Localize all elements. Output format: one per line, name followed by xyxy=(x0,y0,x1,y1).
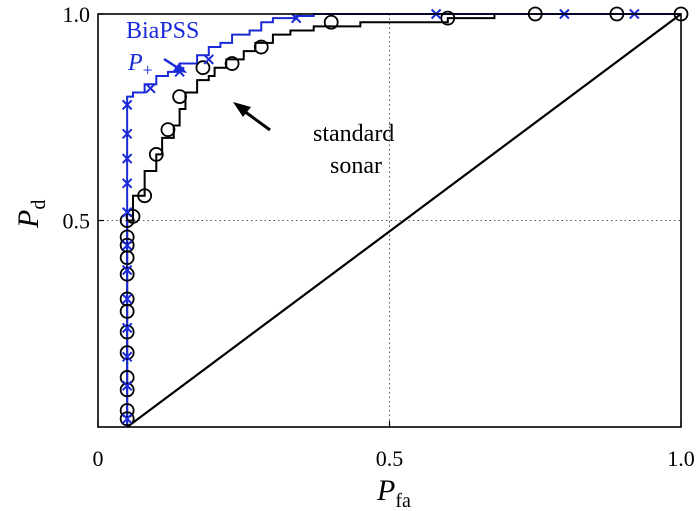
annotation-p-plus-main: P xyxy=(127,50,143,76)
marker-biapss-1 xyxy=(121,380,133,391)
x-tick-label-1: 0.5 xyxy=(376,446,404,471)
marker-biapss-5 xyxy=(121,264,133,276)
x-tick-label-2: 1.0 xyxy=(667,446,695,471)
marker-biapss-0 xyxy=(121,413,133,424)
marker-biapss-9 xyxy=(121,153,133,164)
marker-standard-sonar-16 xyxy=(160,122,176,138)
tick-layer: 0 0.5 1.0 0.5 1.0 xyxy=(63,2,695,471)
marker-biapss-10 xyxy=(121,128,133,139)
marker-standard-sonar-18 xyxy=(195,60,211,76)
series-layer xyxy=(126,13,682,428)
marker-standard-sonar-10 xyxy=(119,237,135,253)
grid-layer xyxy=(98,14,681,427)
y-tick-label-1: 1.0 xyxy=(63,2,91,27)
marker-biapss-14 xyxy=(203,54,214,65)
marker-standard-sonar-8 xyxy=(119,266,135,282)
marker-biapss-2 xyxy=(121,351,133,362)
marker-standard-sonar-19 xyxy=(224,56,240,71)
marker-standard-sonar-21 xyxy=(323,14,339,30)
y-axis-label-sub: d xyxy=(28,200,50,210)
annotation-biapss: BiaPSS xyxy=(126,18,199,44)
marker-standard-sonar-11 xyxy=(119,229,135,245)
x-axis-label-sub: fa xyxy=(395,490,411,511)
marker-biapss-11 xyxy=(121,99,133,111)
marker-biapss-6 xyxy=(121,240,133,251)
series-line-chance-diagonal xyxy=(126,13,682,428)
annotation-sonar: sonar xyxy=(330,153,382,179)
annotation-standard: standard xyxy=(313,121,394,147)
marker-standard-sonar-3 xyxy=(119,370,135,385)
annotation-p-plus-sub: + xyxy=(143,60,153,80)
annotation-standard-arrow xyxy=(233,102,271,132)
marker-standard-sonar-4 xyxy=(119,345,135,361)
series-line-biapss xyxy=(126,13,681,427)
marker-biapss-3 xyxy=(121,322,133,334)
marker-standard-sonar-14 xyxy=(137,188,153,204)
y-axis-label-main: P xyxy=(12,210,45,229)
marker-standard-sonar-5 xyxy=(119,324,135,340)
y-axis-label: Pd xyxy=(12,200,50,229)
x-axis-label: Pfa xyxy=(376,474,411,511)
marker-standard-sonar-7 xyxy=(119,291,135,307)
x-axis-label-main: P xyxy=(376,474,395,507)
marker-standard-sonar-1 xyxy=(119,403,135,418)
y-tick-label-0: 0.5 xyxy=(63,209,91,234)
annotation-p-plus: P+ xyxy=(127,50,153,80)
x-tick-label-0: 0 xyxy=(93,446,104,471)
marker-standard-sonar-20 xyxy=(253,39,269,55)
marker-standard-sonar-0 xyxy=(119,411,135,427)
marker-biapss-8 xyxy=(121,178,133,189)
marker-biapss-4 xyxy=(121,293,133,305)
marker-standard-sonar-15 xyxy=(148,147,164,162)
marker-layer xyxy=(119,6,689,427)
marker-standard-sonar-22 xyxy=(440,10,456,26)
marker-biapss-12 xyxy=(145,83,156,94)
marker-standard-sonar-13 xyxy=(125,208,141,224)
marker-biapss-7 xyxy=(121,207,133,218)
annotation-p-plus-arrow xyxy=(163,57,187,73)
marker-standard-sonar-17 xyxy=(172,89,188,104)
marker-biapss-15 xyxy=(291,12,302,24)
